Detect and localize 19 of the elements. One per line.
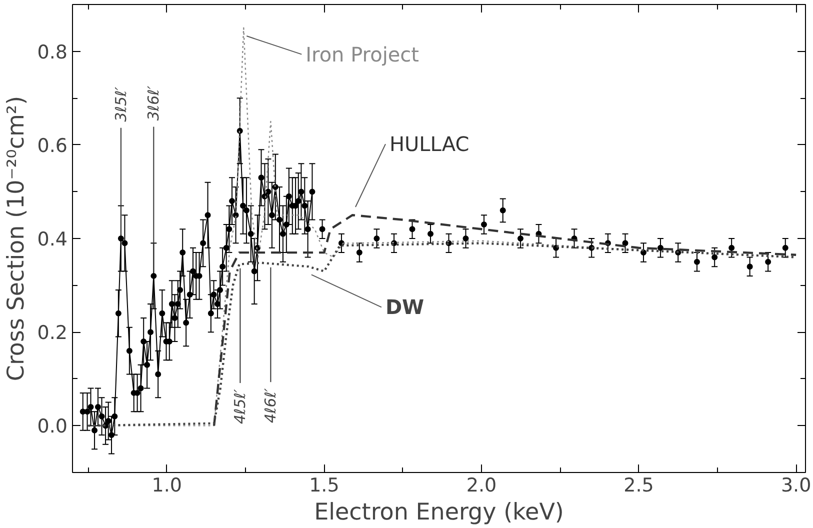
text: Iron Project — [306, 42, 420, 66]
annotation: 4ℓ5ℓ′ — [231, 388, 250, 424]
x-tick-label: 2.5 — [624, 474, 654, 496]
annotation: 4ℓ6ℓ′ — [262, 388, 280, 424]
annotation: 3ℓ5ℓ′ — [112, 86, 130, 122]
y-axis-title: Cross Section (10⁻²⁰cm²) — [3, 96, 30, 382]
x-tick-label: 2.0 — [466, 474, 497, 496]
y-tick-label: 0.2 — [37, 322, 68, 344]
y-tick-label: 0.8 — [37, 41, 68, 64]
x-tick-label: 3.0 — [780, 474, 812, 496]
y-tick-label: 0.6 — [37, 134, 68, 157]
annotation: 3ℓ6ℓ′ — [144, 85, 163, 121]
x-tick-label: 1.5 — [309, 474, 340, 496]
y-tick-label: 0.4 — [37, 228, 68, 250]
text: HULLAC — [389, 132, 470, 156]
y-tick-label: 0.0 — [37, 416, 68, 438]
x-axis-title: Electron Energy (keV) — [314, 500, 564, 526]
text: DW — [385, 295, 424, 320]
x-tick-label: 1.0 — [152, 474, 182, 496]
